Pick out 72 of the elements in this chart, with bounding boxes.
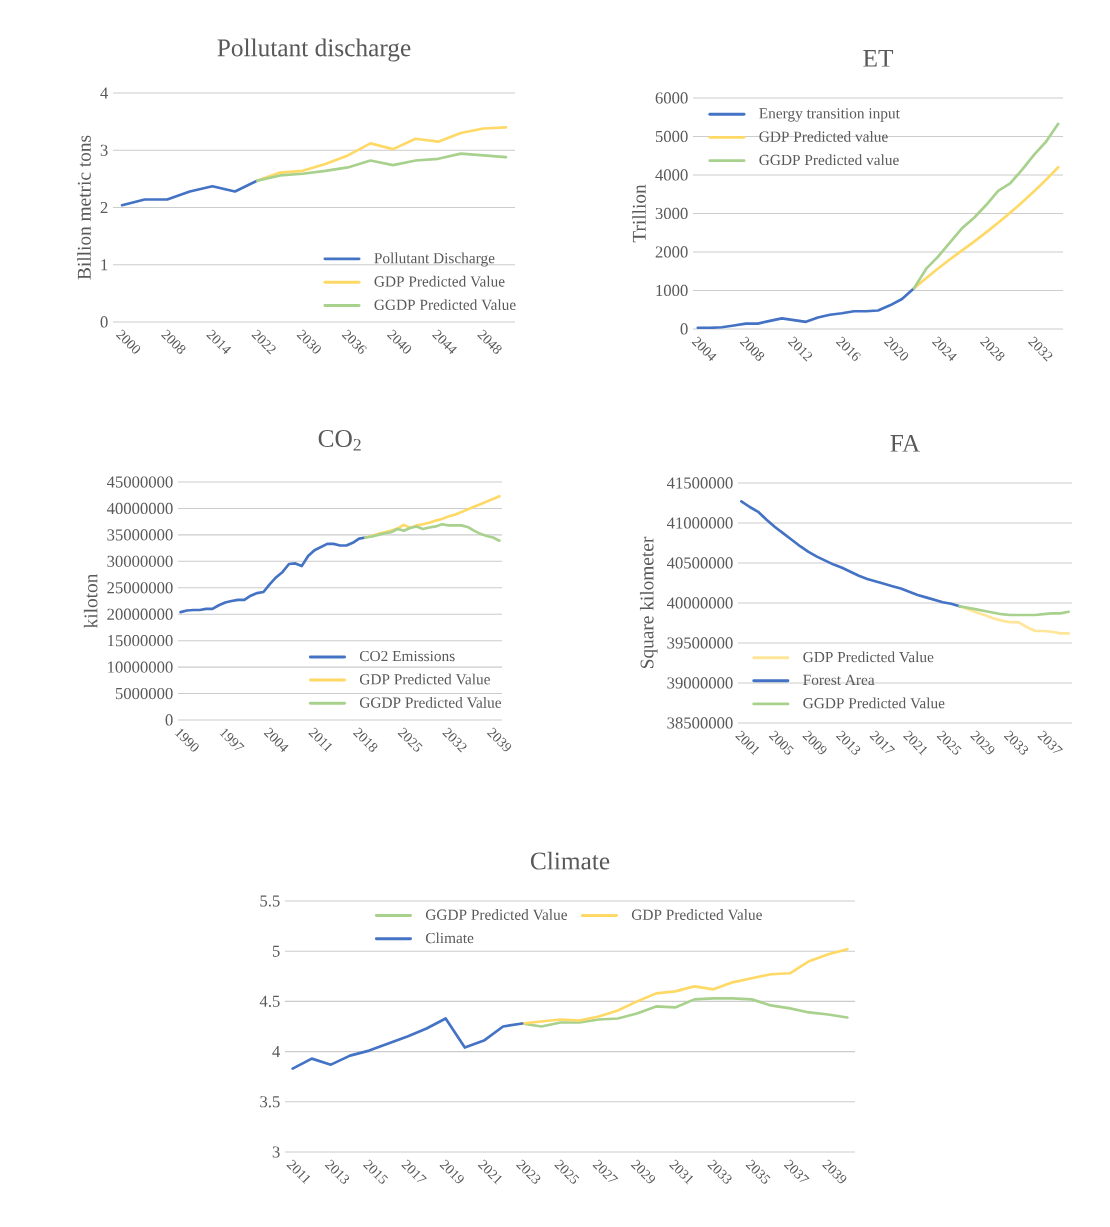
y-tick-label: 40500000 <box>666 557 733 569</box>
x-tick-label: 1997 <box>219 728 245 750</box>
y-tick-label: 25000000 <box>107 582 173 594</box>
y-axis-title: kiloton <box>83 573 98 629</box>
x-tick-label: 2027 <box>592 1159 619 1182</box>
y-tick-label: 4 <box>100 87 109 99</box>
line-series <box>120 179 259 207</box>
legend-label: GDP Predicted Value <box>631 909 762 920</box>
legend-label: GDP Predicted Value <box>374 275 505 287</box>
line-series <box>912 165 1060 290</box>
legend-label: GGDP Predicted Value <box>803 697 945 709</box>
y-tick-label: 3000 <box>655 207 688 220</box>
y-tick-label: 2 <box>100 201 108 214</box>
y-tick-label: 3 <box>272 1146 280 1158</box>
y-tick-label: 5.5 <box>260 895 280 907</box>
x-tick-label: 2037 <box>1037 730 1063 753</box>
legend-label: CO2 Emissions <box>359 650 455 662</box>
legend-label: Forest Area <box>803 674 875 686</box>
legend-label: GGDP Predicted Value <box>359 696 502 708</box>
y-tick-label: 20000000 <box>107 608 173 620</box>
legend-label: GGDP Predicted Value <box>374 299 516 311</box>
legend-label: GGDP Predicted value <box>759 154 899 166</box>
legend-label: GDP Predicted Value <box>803 651 934 663</box>
line-series <box>256 126 508 182</box>
y-tick-label: 4000 <box>655 169 688 181</box>
y-axis-title: Square kilometer <box>639 536 658 668</box>
y-tick-label: 1 <box>101 259 108 271</box>
line-series <box>696 286 916 329</box>
y-tick-label: 4 <box>272 1046 281 1058</box>
chart-title: ET <box>863 50 894 67</box>
x-tick-label: 2017 <box>401 1159 427 1182</box>
y-axis-title: Trillion <box>632 184 646 243</box>
legend-label: Energy transition input <box>759 108 900 122</box>
y-tick-label: 30000000 <box>107 555 173 567</box>
chart-title: Pollutant discharge <box>217 38 411 62</box>
y-tick-label: 45000000 <box>106 476 173 488</box>
legend-label: GGDP Predicted Value <box>425 909 568 920</box>
y-tick-label: 2000 <box>655 246 688 258</box>
y-tick-label: 38500000 <box>667 717 733 729</box>
y-tick-label: 15000000 <box>108 635 173 647</box>
legend-label: Pollutant Discharge <box>374 252 495 267</box>
y-tick-label: 3 <box>100 144 108 156</box>
legend-label: GDP Predicted Value <box>359 673 490 685</box>
y-tick-label: 5000 <box>655 130 688 143</box>
chart-title: FA <box>890 434 921 452</box>
y-tick-label: 40000000 <box>106 502 173 515</box>
y-tick-label: 10000000 <box>108 661 173 673</box>
y-tick-label: 3.5 <box>260 1096 280 1108</box>
y-tick-label: 41000000 <box>666 517 733 529</box>
chart-title: Climate <box>530 851 610 870</box>
y-tick-label: 39500000 <box>667 637 733 649</box>
y-tick-label: 6000 <box>655 92 688 104</box>
y-tick-label: 5 <box>272 945 280 957</box>
y-tick-label: 0 <box>680 323 688 335</box>
x-tick-label: 1990 <box>174 728 199 752</box>
y-tick-label: 5000000 <box>115 687 173 700</box>
x-tick-label: 2017 <box>869 730 896 753</box>
y-tick-label: 1000 <box>656 284 688 297</box>
line-series <box>520 947 849 1025</box>
y-tick-label: 0 <box>100 316 108 328</box>
y-tick-label: 39000000 <box>667 677 733 689</box>
y-tick-label: 0 <box>165 714 173 726</box>
chart-title: CO$_{2}$ <box>318 430 361 451</box>
y-tick-label: 41500000 <box>666 477 733 489</box>
legend-label: Climate <box>425 932 474 944</box>
x-tick-label: 2037 <box>783 1159 810 1182</box>
y-tick-label: 4.5 <box>259 995 280 1007</box>
legend-label: GDP Predicted value <box>759 131 888 142</box>
y-tick-label: 40000000 <box>666 597 733 609</box>
line-series <box>256 152 508 182</box>
y-axis-title: Billion metric tons <box>77 135 91 280</box>
y-tick-label: 35000000 <box>107 529 173 541</box>
